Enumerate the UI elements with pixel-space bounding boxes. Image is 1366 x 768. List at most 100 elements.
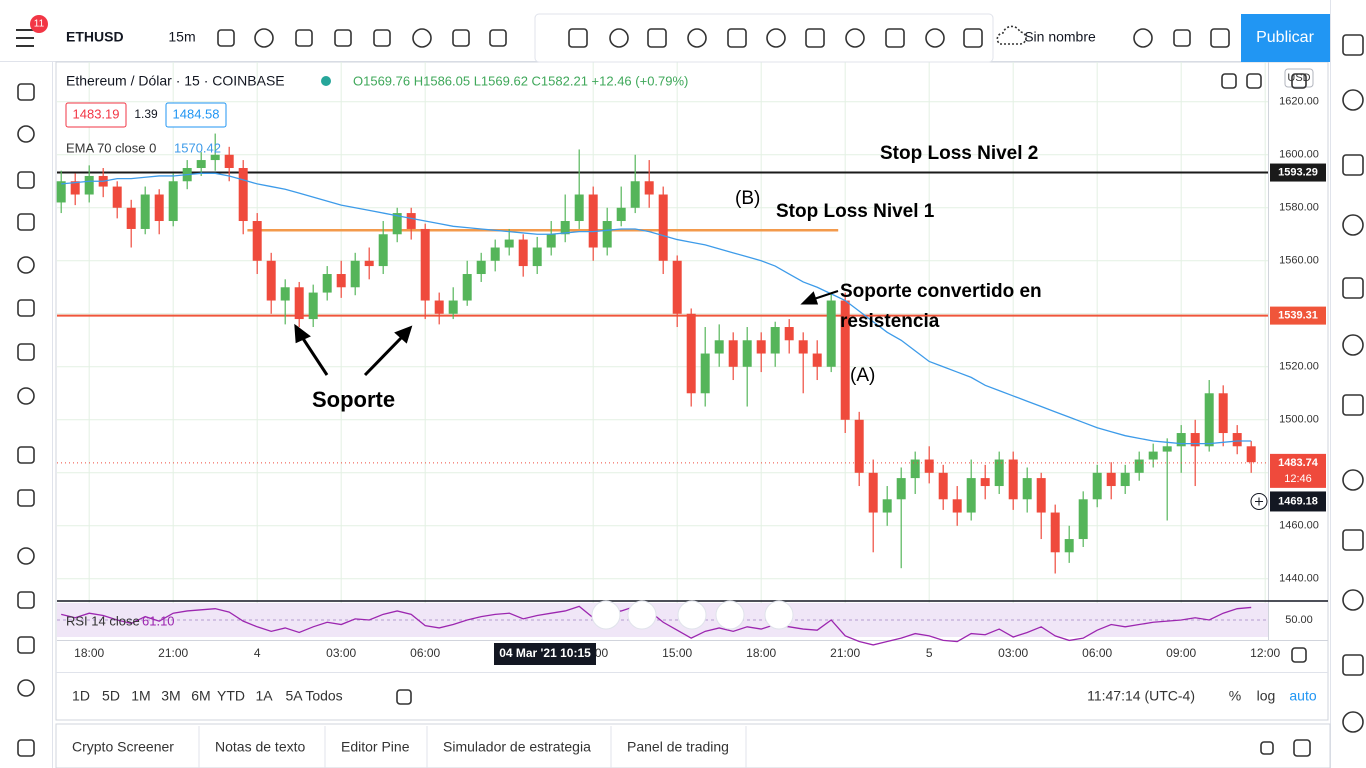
icon[interactable]	[1293, 739, 1311, 757]
icon[interactable]	[727, 28, 747, 48]
log-toggle[interactable]: log	[1257, 688, 1276, 704]
icon[interactable]	[766, 28, 786, 48]
auto-toggle[interactable]: auto	[1289, 688, 1316, 704]
icon[interactable]	[17, 679, 35, 697]
icon[interactable]	[489, 29, 507, 47]
range-button[interactable]: 1A	[255, 688, 273, 704]
layout-name[interactable]: Sin nombre	[1024, 29, 1096, 45]
icon[interactable]	[1342, 394, 1364, 416]
candle-body	[854, 419, 864, 473]
icon[interactable]	[452, 29, 470, 47]
icon[interactable]	[17, 547, 35, 565]
icon[interactable]	[1210, 28, 1230, 48]
icon[interactable]	[217, 29, 235, 47]
buy-box[interactable]	[165, 102, 227, 128]
icon[interactable]	[1221, 73, 1237, 89]
icon[interactable]	[1342, 469, 1364, 491]
candle-body	[406, 213, 416, 229]
icon[interactable]	[925, 28, 945, 48]
tab[interactable]: Simulador de estrategia	[443, 739, 591, 755]
icon[interactable]	[1342, 711, 1364, 733]
icon[interactable]	[17, 83, 35, 101]
icon[interactable]	[805, 28, 825, 48]
annotation: Soporte	[312, 387, 395, 412]
icon[interactable]	[17, 446, 35, 464]
icon[interactable]	[17, 213, 35, 231]
icon[interactable]	[1342, 154, 1364, 176]
icon[interactable]	[17, 171, 35, 189]
nav-button[interactable]	[715, 600, 745, 630]
candle-body	[882, 499, 892, 513]
annotation: Soporte convertido en	[840, 281, 1042, 302]
range-button[interactable]: 1D	[72, 688, 90, 704]
icon[interactable]	[1173, 29, 1191, 47]
icon[interactable]	[17, 343, 35, 361]
icon[interactable]	[373, 29, 391, 47]
icon[interactable]	[963, 28, 983, 48]
range-button[interactable]: 5D	[102, 688, 120, 704]
icon[interactable]	[885, 28, 905, 48]
icon[interactable]	[609, 28, 629, 48]
icon[interactable]	[1246, 73, 1262, 89]
range-button[interactable]: 3M	[161, 688, 180, 704]
icon[interactable]	[17, 299, 35, 317]
symbol[interactable]: ETHUSD	[66, 29, 124, 45]
icon[interactable]	[1291, 647, 1307, 663]
icon[interactable]	[1133, 28, 1153, 48]
icon[interactable]	[17, 636, 35, 654]
tab[interactable]: Editor Pine	[341, 739, 410, 755]
icon[interactable]	[17, 489, 35, 507]
nav-button[interactable]	[677, 600, 707, 630]
icon[interactable]	[295, 29, 313, 47]
icon[interactable]	[1342, 654, 1364, 676]
icon[interactable]	[1342, 277, 1364, 299]
range-button[interactable]: YTD	[217, 688, 245, 704]
candle-body	[154, 194, 164, 222]
icon[interactable]	[17, 387, 35, 405]
icon[interactable]	[1342, 34, 1364, 56]
icon[interactable]	[845, 28, 865, 48]
sell-box[interactable]	[65, 102, 127, 128]
icon[interactable]	[568, 28, 588, 48]
percent-toggle[interactable]: %	[1229, 688, 1241, 704]
icon[interactable]	[1342, 589, 1364, 611]
range-button[interactable]: Todos	[305, 688, 342, 704]
range-button[interactable]: 5A	[285, 688, 303, 704]
tab[interactable]: Crypto Screener	[72, 739, 174, 755]
icon[interactable]	[1291, 73, 1307, 89]
icon[interactable]	[254, 28, 274, 48]
icon[interactable]	[17, 125, 35, 143]
icon[interactable]	[334, 29, 352, 47]
icon[interactable]	[1342, 334, 1364, 356]
interval[interactable]: 15m	[168, 29, 195, 45]
icon[interactable]	[647, 28, 667, 48]
bid[interactable]: 1483.19	[73, 106, 120, 121]
add-alert-plus	[1255, 497, 1263, 506]
range-button[interactable]: 1M	[131, 688, 150, 704]
tab[interactable]: Panel de trading	[627, 739, 729, 755]
icon[interactable]	[1260, 741, 1274, 755]
icon[interactable]	[17, 256, 35, 274]
menu-button[interactable]	[16, 29, 34, 47]
icon[interactable]	[1342, 214, 1364, 236]
publish-label[interactable]: Publicar	[1256, 29, 1314, 46]
candle-body	[994, 459, 1004, 487]
nav-button[interactable]	[591, 600, 621, 630]
icon[interactable]	[1342, 89, 1364, 111]
crosshair-time-box	[494, 643, 596, 665]
icon[interactable]	[687, 28, 707, 48]
icon[interactable]	[17, 591, 35, 609]
icon[interactable]	[412, 28, 432, 48]
nav-button[interactable]	[764, 600, 794, 630]
icon[interactable]	[1342, 529, 1364, 551]
ask[interactable]: 1484.58	[173, 106, 220, 121]
icon[interactable]	[17, 739, 35, 757]
tab[interactable]: Notas de texto	[215, 739, 305, 755]
nav-button[interactable]	[627, 600, 657, 630]
candle-body	[1008, 459, 1018, 500]
candle-body	[966, 478, 976, 513]
range-button[interactable]: 6M	[191, 688, 210, 704]
countdown: 12:46	[1284, 473, 1312, 485]
publish-button[interactable]	[1241, 14, 1330, 62]
icon[interactable]	[396, 689, 412, 705]
